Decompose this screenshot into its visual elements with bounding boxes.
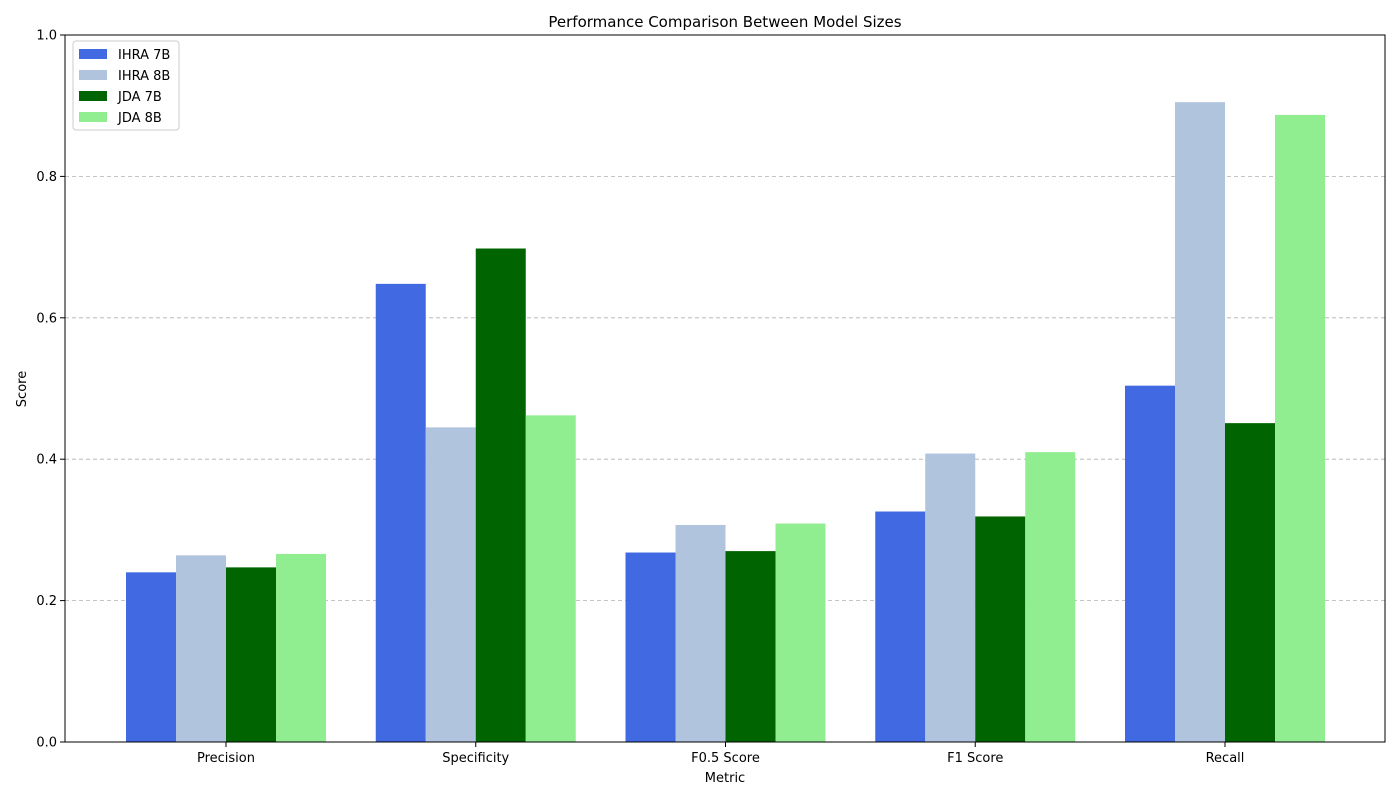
bar-ihra-8b-recall <box>1175 102 1225 743</box>
x-tick-label: F1 Score <box>947 751 1003 766</box>
bar-jda-8b-f0-5-score <box>775 523 826 742</box>
legend-label: JDA 7B <box>117 90 162 105</box>
y-tick-label: 0.2 <box>36 594 57 609</box>
bar-ihra-8b-precision <box>176 555 226 742</box>
bar-ihra-7b-precision <box>126 572 176 742</box>
bar-jda-8b-recall <box>1275 114 1325 743</box>
bar-ihra-8b-f1-score <box>925 453 976 742</box>
bar-jda-8b-f1-score <box>1025 452 1076 742</box>
bar-ihra-7b-recall <box>1125 385 1175 742</box>
chart-title: Performance Comparison Between Model Siz… <box>548 13 901 31</box>
legend-swatch <box>79 91 107 101</box>
bar-ihra-8b-f0-5-score <box>675 524 726 742</box>
bar-ihra-7b-f1-score <box>875 511 926 742</box>
y-tick-label: 0.8 <box>36 170 57 185</box>
bar-jda-7b-specificity <box>475 248 526 742</box>
legend-swatch <box>79 49 107 59</box>
legend: IHRA 7B IHRA 8B JDA 7B JDA 8B <box>72 40 180 131</box>
bar-ihra-8b-specificity <box>425 427 476 742</box>
bar-jda-7b-f1-score <box>975 516 1026 742</box>
y-tick-label: 0.6 <box>36 311 57 326</box>
bar-jda-8b-precision <box>276 553 326 742</box>
y-tick-label: 0.4 <box>36 453 57 468</box>
x-tick-label: F0.5 Score <box>691 751 760 766</box>
legend-swatch <box>79 70 107 80</box>
bar-jda-7b-recall <box>1225 423 1275 742</box>
legend-label: IHRA 8B <box>118 69 170 84</box>
y-tick-label: 1.0 <box>36 29 57 44</box>
legend-label: IHRA 7B <box>118 48 170 63</box>
bar-ihra-7b-f0-5-score <box>625 552 676 742</box>
bar-jda-8b-specificity <box>525 415 576 742</box>
y-tick-label: 0.0 <box>36 736 57 751</box>
legend-swatch <box>79 112 107 122</box>
bar-jda-7b-precision <box>226 567 276 742</box>
legend-box <box>72 40 180 131</box>
y-axis: 0.0 0.2 0.4 0.6 0.8 1.0 <box>36 29 65 751</box>
legend-label: JDA 8B <box>117 111 162 126</box>
x-axis: Precision Specificity F0.5 Score F1 Score Re… <box>197 742 1244 766</box>
x-tick-label: Specificity <box>442 751 509 766</box>
x-axis-label: Metric <box>705 771 745 786</box>
x-tick-label: Recall <box>1206 751 1245 766</box>
bar-ihra-7b-specificity <box>375 283 426 742</box>
y-axis-label: Score <box>15 371 30 407</box>
bars-group <box>126 102 1325 743</box>
bar-jda-7b-f0-5-score <box>725 551 776 742</box>
x-tick-label: Precision <box>197 751 255 766</box>
